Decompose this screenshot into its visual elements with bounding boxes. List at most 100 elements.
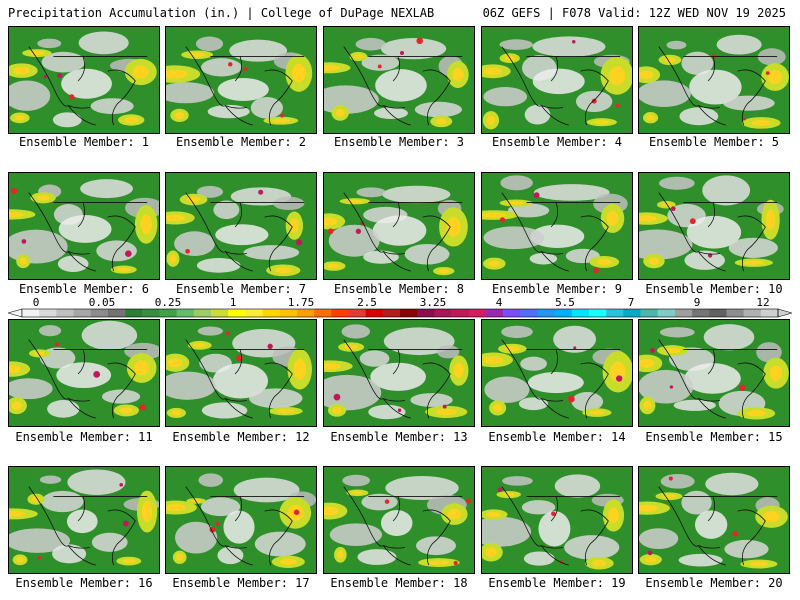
colorbar-tick-label: 1.75	[287, 296, 315, 309]
ensemble-member-label: Ensemble Member: 16	[15, 576, 153, 590]
colorbar-tick-label: 1	[229, 296, 237, 309]
colorbar-swatch	[692, 309, 710, 317]
ensemble-member-label: Ensemble Member: 18	[330, 576, 468, 590]
colorbar-swatch	[348, 309, 366, 317]
precip-map	[166, 27, 316, 133]
colorbar-swatch	[22, 309, 40, 317]
ensemble-map-panel	[481, 319, 633, 427]
colorbar-swatch	[382, 309, 401, 317]
colorbar-swatch	[589, 309, 607, 317]
colorbar-swatch	[571, 309, 590, 317]
colorbar-swatch	[520, 309, 538, 317]
colorbar-swatch	[331, 309, 349, 317]
ensemble-map-panel	[481, 26, 633, 134]
colorbar-swatch	[159, 309, 177, 317]
precip-map	[482, 173, 632, 279]
precip-map	[166, 173, 316, 279]
ensemble-map-panel	[638, 466, 790, 574]
ensemble-member-label: Ensemble Member: 20	[645, 576, 783, 590]
colorbar-swatch	[262, 309, 281, 317]
colorbar-swatch	[623, 309, 641, 317]
colorbar-swatch	[743, 309, 762, 317]
colorbar-tick-label: 0.05	[88, 296, 116, 309]
precip-map	[639, 173, 789, 279]
ensemble-member-label: Ensemble Member: 7	[175, 282, 307, 296]
chart-title: Precipitation Accumulation (in.) | Colle…	[8, 6, 435, 20]
ensemble-member-label: Ensemble Member: 11	[15, 430, 153, 444]
colorbar-tick-label: 5.5	[555, 296, 575, 309]
ensemble-map-panel	[481, 172, 633, 280]
precip-map	[166, 467, 316, 573]
colorbar-swatch	[657, 309, 676, 317]
colorbar-tick-label: 7	[627, 296, 635, 309]
colorbar-tick-label: 4	[495, 296, 503, 309]
colorbar-swatch	[709, 309, 727, 317]
ensemble-map-panel	[638, 172, 790, 280]
colorbar-swatch	[125, 309, 143, 317]
colorbar-swatch	[417, 309, 435, 317]
colorbar-swatch	[90, 309, 109, 317]
colorbar-swatch	[296, 309, 315, 317]
precip-map	[9, 173, 159, 279]
ensemble-member-label: Ensemble Member: 5	[648, 135, 780, 149]
ensemble-map-panel	[8, 26, 160, 134]
colorbar-tick-label: 2.5	[357, 296, 377, 309]
ensemble-map-panel	[165, 172, 317, 280]
precip-map	[9, 467, 159, 573]
ensemble-member-label: Ensemble Member: 14	[488, 430, 626, 444]
colorbar-swatch	[365, 309, 384, 317]
ensemble-member-label: Ensemble Member: 9	[491, 282, 623, 296]
colorbar-swatch	[107, 309, 126, 317]
ensemble-member-label: Ensemble Member: 19	[488, 576, 626, 590]
precip-map	[324, 467, 474, 573]
colorbar-tick-label: 9	[693, 296, 701, 309]
colorbar-swatch	[39, 309, 57, 317]
colorbar-swatch	[73, 309, 92, 317]
colorbar-swatch	[726, 309, 744, 317]
colorbar-swatch	[245, 309, 263, 317]
ensemble-member-label: Ensemble Member: 8	[333, 282, 465, 296]
precip-map	[639, 27, 789, 133]
colorbar-swatch	[434, 309, 452, 317]
ensemble-map-panel	[638, 319, 790, 427]
colorbar-swatch	[400, 309, 418, 317]
ensemble-map-panel	[165, 26, 317, 134]
colorbar-tick-label: 3.25	[419, 296, 447, 309]
colorbar-swatch	[142, 309, 160, 317]
colorbar-tick-label: 0	[32, 296, 40, 309]
ensemble-map-panel	[323, 26, 475, 134]
colorbar-right-arrow	[777, 308, 792, 318]
colorbar-swatch	[451, 309, 470, 317]
ensemble-member-label: Ensemble Member: 4	[491, 135, 623, 149]
colorbar-tick-label: 12	[756, 296, 770, 309]
precip-map	[324, 27, 474, 133]
ensemble-member-label: Ensemble Member: 15	[645, 430, 783, 444]
colorbar-left-arrow	[8, 308, 23, 318]
colorbar	[8, 308, 792, 318]
ensemble-member-label: Ensemble Member: 17	[172, 576, 310, 590]
colorbar-swatch	[176, 309, 195, 317]
ensemble-member-label: Ensemble Member: 6	[18, 282, 150, 296]
precip-map	[324, 173, 474, 279]
ensemble-map-panel	[323, 319, 475, 427]
colorbar-tick-label: 0.25	[154, 296, 182, 309]
precip-map	[482, 467, 632, 573]
colorbar-swatch	[485, 309, 504, 317]
colorbar-swatch	[640, 309, 659, 317]
precip-map	[482, 27, 632, 133]
ensemble-map-panel	[165, 466, 317, 574]
colorbar-swatch	[56, 309, 74, 317]
colorbar-swatch	[760, 309, 779, 317]
colorbar-swatch	[279, 309, 298, 317]
ensemble-member-label: Ensemble Member: 1	[18, 135, 150, 149]
ensemble-map-panel	[8, 319, 160, 427]
precip-map	[482, 320, 632, 426]
precip-map	[166, 320, 316, 426]
colorbar-swatch	[606, 309, 624, 317]
precip-map	[639, 467, 789, 573]
ensemble-member-label: Ensemble Member: 10	[645, 282, 783, 296]
colorbar-swatch	[554, 309, 573, 317]
colorbar-swatch	[503, 309, 521, 317]
ensemble-member-label: Ensemble Member: 13	[330, 430, 468, 444]
colorbar-swatch	[537, 309, 555, 317]
